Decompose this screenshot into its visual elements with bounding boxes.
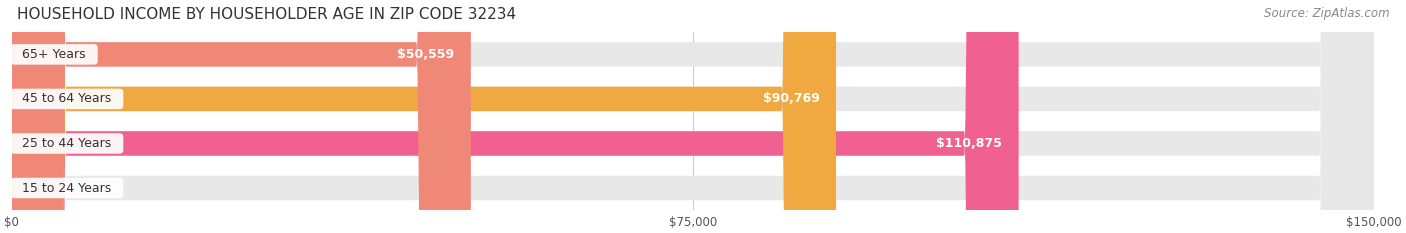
FancyBboxPatch shape [11,0,1019,233]
Text: 15 to 24 Years: 15 to 24 Years [14,182,120,195]
FancyBboxPatch shape [11,0,1374,233]
Text: 45 to 64 Years: 45 to 64 Years [14,93,120,106]
FancyBboxPatch shape [11,0,837,233]
Text: 25 to 44 Years: 25 to 44 Years [14,137,120,150]
Text: 65+ Years: 65+ Years [14,48,94,61]
Text: Source: ZipAtlas.com: Source: ZipAtlas.com [1264,7,1389,20]
Text: $50,559: $50,559 [398,48,454,61]
Text: HOUSEHOLD INCOME BY HOUSEHOLDER AGE IN ZIP CODE 32234: HOUSEHOLD INCOME BY HOUSEHOLDER AGE IN Z… [17,7,516,22]
Text: $0: $0 [32,182,49,195]
Text: $90,769: $90,769 [763,93,820,106]
Text: $110,875: $110,875 [936,137,1002,150]
FancyBboxPatch shape [11,0,1374,233]
FancyBboxPatch shape [11,0,471,233]
FancyBboxPatch shape [11,0,1374,233]
FancyBboxPatch shape [11,0,1374,233]
